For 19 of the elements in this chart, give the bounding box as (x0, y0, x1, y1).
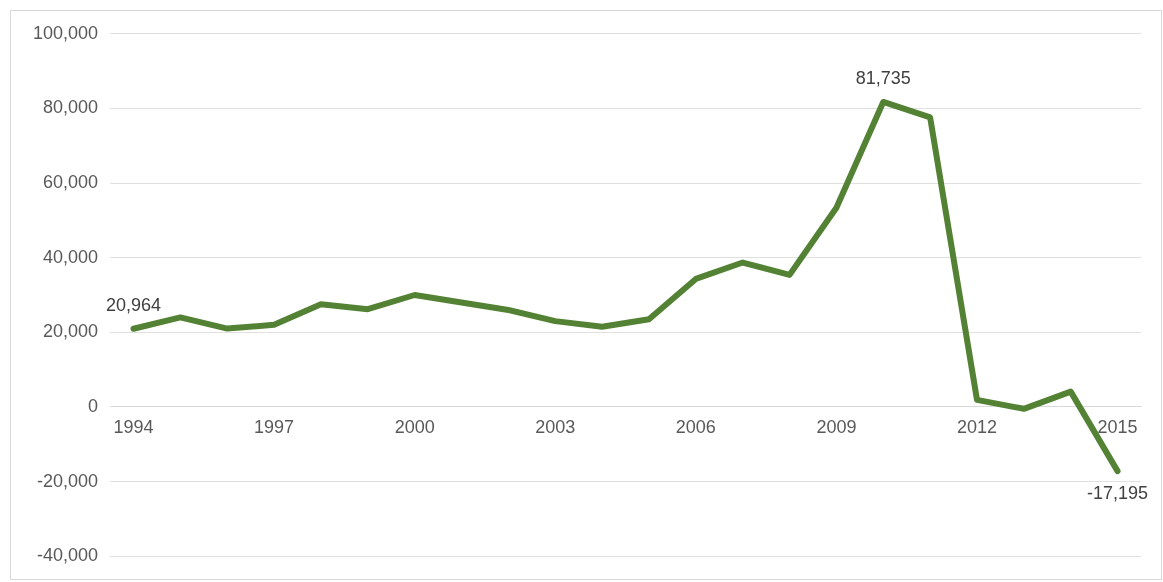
y-tick-label: 60,000 (43, 172, 99, 193)
x-tick-label: 2015 (1097, 416, 1138, 437)
x-tick-label: 2006 (675, 416, 716, 437)
x-tick-label: 2009 (816, 416, 857, 437)
y-tick-label: -40,000 (37, 545, 99, 566)
y-tick-label: 40,000 (43, 246, 99, 267)
x-tick-label: 2000 (394, 416, 435, 437)
x-tick-label: 1997 (254, 416, 295, 437)
data-label: 20,964 (105, 294, 162, 315)
y-tick-label: 100,000 (32, 22, 99, 43)
x-tick-label: 2003 (535, 416, 576, 437)
y-tick-label: 20,000 (43, 321, 99, 342)
x-tick-label: 2012 (956, 416, 998, 437)
data-label: -17,195 (1087, 483, 1149, 504)
y-tick-label: 0 (88, 395, 99, 416)
y-tick-label: -20,000 (37, 470, 99, 491)
x-tick-label: 1994 (113, 416, 154, 437)
y-tick-label: 80,000 (43, 97, 99, 118)
data-label: 81,735 (855, 67, 911, 88)
